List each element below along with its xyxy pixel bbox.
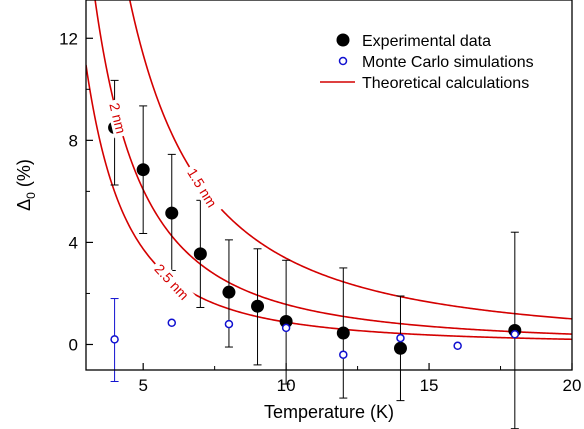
- curve-label-group-1: 2 nm: [105, 98, 131, 139]
- x-tick-label-2: 15: [420, 376, 439, 395]
- legend-label-monte-carlo: Monte Carlo simulations: [362, 54, 534, 71]
- curve-label-backing-2: [149, 258, 198, 309]
- experimental-point-7: [336, 326, 350, 340]
- y-tick-label-3: 12: [59, 29, 78, 48]
- markers-layer: [108, 121, 522, 359]
- y-axis-title-subscript: 0: [24, 192, 38, 199]
- y-tick-label-1: 4: [69, 233, 78, 252]
- monte-carlo-point-2: [224, 319, 234, 329]
- curve-label-backing-1: [105, 98, 131, 139]
- y-axis-title-symbol: Δ: [14, 199, 34, 211]
- monte-carlo-point-6: [453, 341, 462, 351]
- theory-curve-1-5-nm: [128, 0, 572, 320]
- theory-curve-2-nm: [94, 0, 572, 335]
- y-tick-label-0: 0: [69, 335, 78, 354]
- monte-carlo-point-5: [396, 333, 405, 343]
- experimental-point-3: [193, 247, 207, 261]
- monte-carlo-point-4: [339, 350, 348, 359]
- plot-frame: [85, 0, 573, 371]
- y-axis-title: Δ0 (%): [14, 159, 38, 211]
- monte-carlo-point-0: [110, 335, 119, 344]
- legend: Experimental data Monte Carlo simulation…: [320, 33, 534, 92]
- experimental-point-6: [279, 315, 293, 329]
- legend-label-experimental: Experimental data: [362, 33, 491, 50]
- experimental-point-1: [136, 163, 150, 177]
- curve-label-group-2: 2.5 nm: [149, 258, 198, 309]
- experimental-point-8: [393, 341, 407, 355]
- y-axis-title-unit: (%): [14, 159, 34, 192]
- experimental-point-4: [222, 285, 236, 299]
- legend-marker-experimental: [336, 33, 350, 47]
- experimental-point-2: [165, 206, 179, 220]
- monte-carlo-point-7: [510, 330, 520, 339]
- curve-label-backing-0: [182, 162, 224, 217]
- curves-layer: [86, 0, 572, 341]
- curve-label-0: 1.5 nm: [184, 165, 220, 210]
- legend-marker-monte-carlo: [338, 56, 348, 66]
- curve-label-1: 2 nm: [106, 101, 129, 135]
- x-tick-label-1: 10: [277, 376, 296, 395]
- x-axis-title: Temperature (K): [264, 402, 394, 422]
- curve-label-group-0: 1.5 nm: [182, 162, 224, 217]
- monte-carlo-point-1: [167, 318, 177, 328]
- legend-label-theory: Theoretical calculations: [362, 75, 529, 92]
- theory-curve-2-5-nm: [86, 64, 572, 341]
- experimental-point-5: [251, 299, 265, 313]
- x-tick-label-0: 5: [138, 376, 147, 395]
- x-tick-label-3: 20: [563, 376, 582, 395]
- curve-labels-layer: 1.5 nm 2 nm 2.5 nm: [105, 98, 224, 309]
- y-tick-label-2: 8: [69, 131, 78, 150]
- axes-layer: 5 10 15 20 0 4 8 12: [59, 29, 581, 395]
- monte-carlo-point-3: [281, 323, 291, 333]
